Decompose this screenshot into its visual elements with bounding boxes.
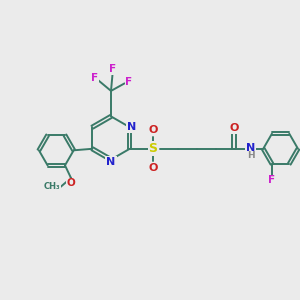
Text: S: S <box>148 142 158 155</box>
Text: CH₃: CH₃ <box>44 182 60 191</box>
Text: N: N <box>106 157 116 167</box>
Text: H: H <box>247 152 254 160</box>
Text: O: O <box>148 163 158 173</box>
Text: F: F <box>268 176 275 185</box>
Text: O: O <box>230 123 239 133</box>
Text: N: N <box>127 122 136 132</box>
Text: F: F <box>125 77 133 87</box>
Text: O: O <box>67 178 75 188</box>
Text: N: N <box>246 142 255 153</box>
Text: F: F <box>91 73 98 83</box>
Text: F: F <box>109 64 116 74</box>
Text: O: O <box>148 124 158 135</box>
